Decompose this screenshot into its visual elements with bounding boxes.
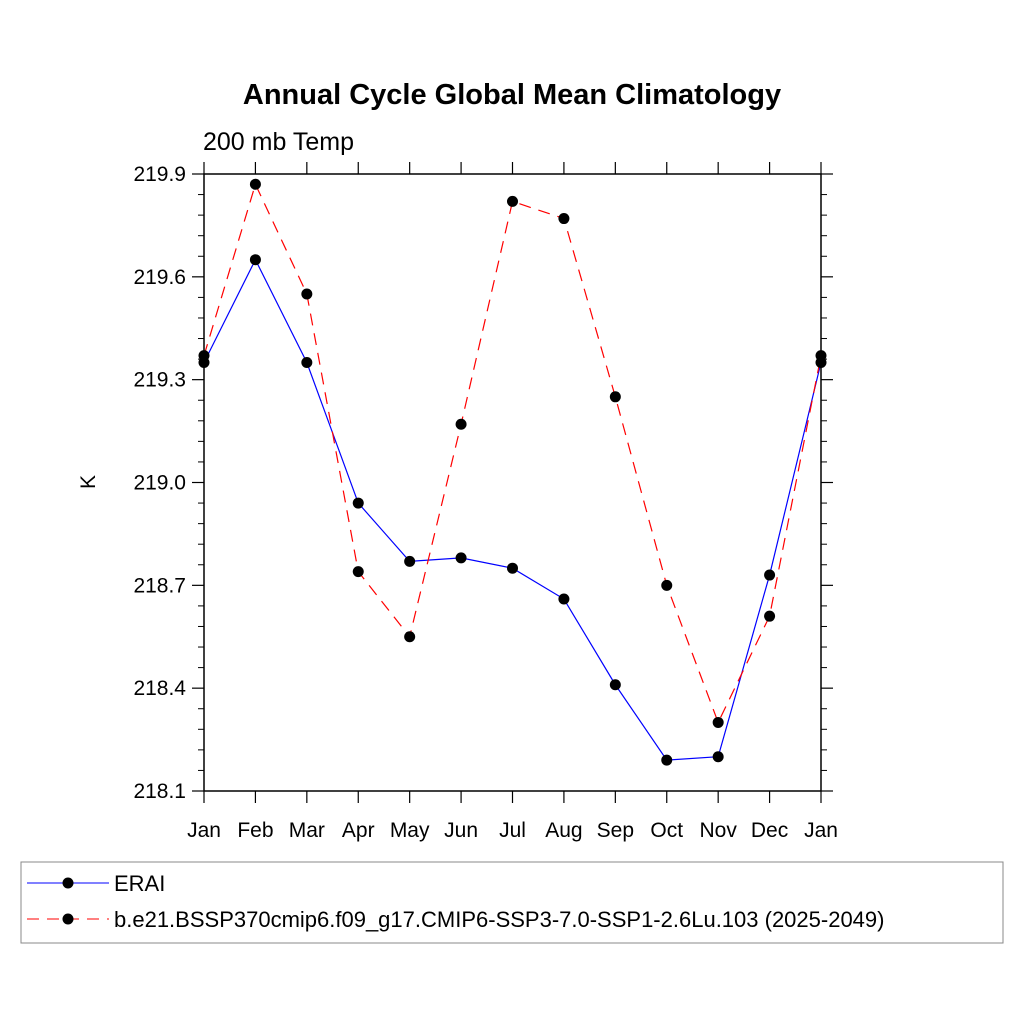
axis-ticks [192,162,833,803]
data-point-s0-6 [507,562,518,574]
x-tick-label: Jan [187,819,221,842]
data-point-s0-11 [764,569,776,581]
y-tick-label: 219.0 [133,472,186,495]
data-point-s1-3 [352,566,364,578]
data-point-s1-2 [301,288,313,300]
chart-title: Annual Cycle Global Mean Climatology [243,79,781,111]
data-point-s0-10 [712,751,724,763]
data-point-s1-7 [558,213,570,225]
legend-label-model: b.e21.BSSP370cmip6.f09_g17.CMIP6-SSP3-7.… [114,907,884,932]
y-tick-label: 218.4 [133,677,186,700]
y-tick-label: 218.1 [133,780,186,803]
legend-label-erai: ERAI [114,871,165,896]
data-point-s0-3 [352,497,364,509]
data-point-s1-4 [404,631,416,643]
x-tick-label: Apr [342,819,375,842]
data-point-s0-8 [609,679,621,691]
data-point-s1-9 [661,579,673,591]
y-tick-labels: 218.1 218.4 218.7 219.0 219.3 219.6 219.9 [133,163,186,803]
data-point-s0-7 [558,593,570,605]
data-point-s0-9 [661,754,673,766]
legend: ERAI b.e21.BSSP370cmip6.f09_g17.CMIP6-SS… [20,861,1004,944]
x-tick-label: Aug [545,819,582,842]
y-tick-label: 219.3 [133,369,186,392]
data-point-s1-11 [764,610,776,622]
data-point-s1-8 [609,391,621,403]
y-tick-label: 219.6 [133,266,186,289]
data-point-s1-5 [455,418,467,430]
legend-box [20,861,1004,944]
data-point-s1-10 [712,716,724,728]
data-point-s0-1 [249,254,261,266]
x-tick-label: Sep [597,819,634,842]
x-tick-labels: Jan Feb Mar Apr May Jun Jul Aug Sep Oct Nov Dec Jan [187,819,838,842]
data-point-s1-6 [507,195,518,207]
x-tick-label: Nov [699,819,737,842]
y-tick-label: 218.7 [133,574,186,597]
data-point-s1-1 [249,178,261,190]
x-tick-label: Jan [804,819,838,842]
x-tick-label: Jun [444,819,478,842]
plot-frame [203,173,822,792]
data-point-s0-5 [455,552,467,564]
x-tick-label: Dec [751,819,788,842]
data-series [198,178,827,766]
x-tick-label: Feb [237,819,273,842]
chart-subtitle: 200 mb Temp [203,128,354,156]
y-tick-label: 219.9 [133,163,186,186]
x-tick-label: Oct [650,819,683,842]
x-tick-label: Mar [289,819,325,842]
x-tick-label: Jul [499,819,526,842]
data-point-s0-4 [404,555,416,567]
legend-marker-model [62,913,74,925]
x-tick-label: May [390,819,430,842]
series-line-1 [203,182,822,724]
y-axis-label: K [77,475,100,489]
data-point-s0-2 [301,357,313,369]
series-line-0 [203,258,822,761]
legend-marker-erai [62,877,74,889]
